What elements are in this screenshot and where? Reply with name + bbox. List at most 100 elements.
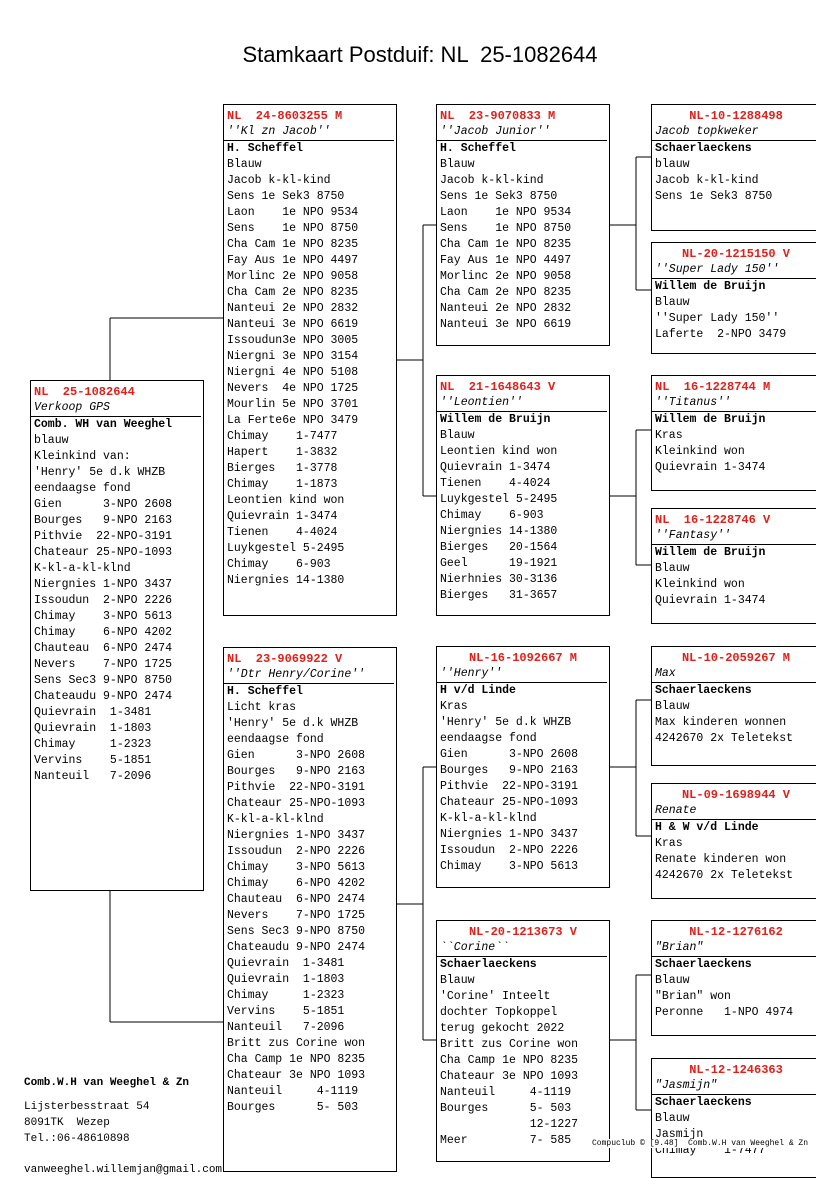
result-line: Quievrain 1-3474 [440,461,551,474]
pigeon-name: Verkoop GPS [31,400,201,417]
pigeon-name: ``Corine`` [437,940,607,957]
result-line: Meer 7- 585 [440,1134,572,1147]
result-line: Issoudun 2-NPO 2226 [34,594,173,607]
result-line: "Brian" won [655,990,731,1003]
result-line: Kras [440,700,468,713]
owner: H & W v/d Linde [655,821,759,834]
credit: Compuclub © [9.48] Comb.W.H van Weeghel … [590,1139,811,1148]
pigeon-name: "Jasmijn" [652,1078,816,1095]
result-line: 'Corine' Inteelt [440,990,551,1003]
result-line: Kleinkind won [655,445,745,458]
result-line: Nanteuil 4-1119 [227,1085,359,1098]
result-line: Quievrain 1-1803 [227,973,345,986]
result-line: Cha Camp 1e NPO 8235 [440,1054,579,1067]
pigeon-card: NL 23-9069922 V ''Dtr Henry/Corine'' H. Sc… [223,647,397,1172]
result-line: Niergni 3e NPO 3154 [227,350,359,363]
result-line: Cha Camp 1e NPO 8235 [227,1053,366,1066]
subject-links [109,317,223,1023]
owner: Willem de Bruijn [655,280,766,293]
ring-number: NL 23-9070833 M [440,109,556,123]
result-line: Pithvie 22-NPO-3191 [440,780,579,793]
result-line: Niergni 4e NPO 5108 [227,366,359,379]
result-line: Chateaur 25-NPO-1093 [227,797,366,810]
result-line: Chimay 6-903 [440,509,544,522]
result-line: Bourges 9-NPO 2163 [440,764,579,777]
result-line: Fay Aus 1e NPO 4497 [440,254,572,267]
result-line: Pithvie 22-NPO-3191 [227,781,366,794]
ring-number: NL-20-1213673 V [468,925,578,939]
result-line: Sens Sec3 9-NPO 8750 [34,674,173,687]
result-line: Jasmijn [655,1128,704,1141]
ring-number: NL-12-1276162 [689,925,783,939]
result-line: Niergnies 1-NPO 3437 [34,578,173,591]
result-line: Kras [655,429,683,442]
result-line: Bourges 5- 503 [440,1102,572,1115]
ring-number: NL-12-1246363 [689,1063,783,1077]
result-line: Laon 1e NPO 9534 [227,206,359,219]
pigeon-card: NL 16-1228746 V ''Fantasy'' Willem de Brui… [651,508,816,624]
owner: Willem de Bruijn [440,413,551,426]
result-line: Max kinderen wonnen [655,716,787,729]
result-line: Pithvie 22-NPO-3191 [34,530,173,543]
result-line: Bourges 9-NPO 2163 [34,514,173,527]
result-line: Peronne 1-NPO 4974 [655,1006,794,1019]
owner: Willem de Bruijn [655,413,766,426]
owner: Schaerlaeckens [655,684,752,697]
pigeon-name: Max [652,666,816,683]
result-line: terug gekocht 2022 [440,1022,565,1035]
owner: Schaerlaeckens [655,1096,752,1109]
result-line: Chimay 6-NPO 4202 [34,626,173,639]
result-line: Nanteuil 7-2096 [227,1021,345,1034]
ring-number: NL 21-1648643 V [440,380,556,394]
result-line: Niergnies 1-NPO 3437 [227,829,366,842]
result-line: Bourges 5- 503 [227,1101,359,1114]
result-line: Bierges 20-1564 [440,541,558,554]
result-line: eendaagse fond [34,482,131,495]
owner: H. Scheffel [440,142,516,155]
owner: H. Scheffel [227,685,303,698]
pigeon-name: ''Dtr Henry/Corine'' [224,667,394,684]
result-line: Jacob k-kl-kind [655,174,759,187]
email: vanweeghel.willemjan@gmail.com [24,1164,223,1176]
result-line: Leontien kind won [440,445,558,458]
result-line: Blauw [440,974,475,987]
result-line: Chauteau 6-NPO 2474 [227,893,366,906]
result-line: Blauw [440,429,475,442]
result-line: Tienen 4-4024 [440,477,551,490]
ring-number: NL 16-1228746 V [655,513,771,527]
result-line: Gien 3-NPO 2608 [227,749,366,762]
ring-number: NL-16-1092667 M [468,651,578,665]
title: Stamkaart Postduif: NL 25-1082644 [242,42,598,67]
pigeon-card: NL-20-1213673 V ``Corine`` Schaerlaeckens B… [436,920,610,1162]
result-line: Cha Cam 1e NPO 8235 [440,238,572,251]
result-line: Nanteui 3e NPO 6619 [227,318,359,331]
result-line: Nanteui 2e NPO 2832 [440,302,572,315]
result-line: Nanteuil 7-2096 [34,770,152,783]
result-line: eendaagse fond [227,733,324,746]
result-line: Issoudun 2-NPO 2226 [440,844,579,857]
result-line: Cha Cam 2e NPO 8235 [440,286,572,299]
result-line: Blauw [655,296,690,309]
result-line: Chimay 1-1873 [227,478,338,491]
pigeon-card: NL-12-1246363 "Jasmijn" Schaerlaeckens Blau… [651,1058,816,1178]
result-line: Licht kras [227,701,297,714]
result-line: Chimay 3-NPO 5613 [34,610,173,623]
result-line: Sens 1e Sek3 8750 [655,190,773,203]
pigeon-name: ''Fantasy'' [652,528,816,545]
result-line: Chateaudu 9-NPO 2474 [227,941,366,954]
result-line: Jacob k-kl-kind [227,174,331,187]
ring-number: NL 25-1082644 [34,385,135,399]
result-line: Chimay 1-2323 [227,989,345,1002]
result-line: Luykgestel 5-2495 [227,542,345,555]
result-line: Sens 1e NPO 8750 [440,222,572,235]
pigeon-card: NL-09-1698944 V Renate H & W v/d Linde Kras… [651,783,816,899]
result-line: Cha Cam 1e NPO 8235 [227,238,359,251]
result-line: Nierhnies 30-3136 [440,573,558,586]
result-line: eendaagse fond [440,732,537,745]
result-line: 4242670 2x Teletekst [655,732,794,745]
pigeon-card: NL-10-1288498 Jacob topkweker Schaerlaecke… [651,104,816,231]
result-line: La Ferte6e NPO 3479 [227,414,359,427]
result-line: Kras [655,837,683,850]
result-line: 'Henry' 5e d.k WHZB [34,466,166,479]
